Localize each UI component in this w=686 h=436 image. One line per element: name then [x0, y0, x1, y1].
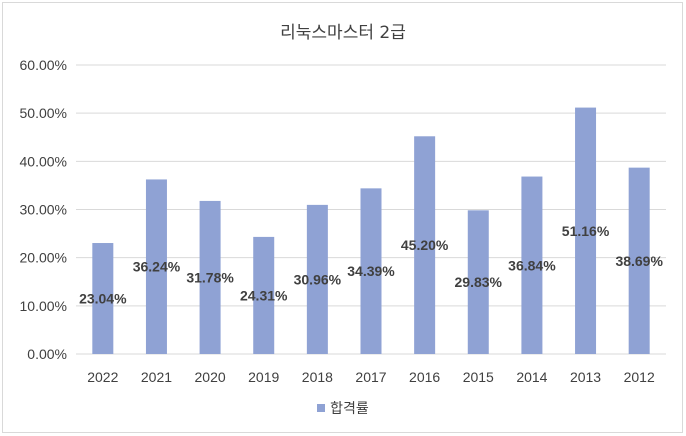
bar — [360, 188, 382, 354]
bar — [199, 200, 221, 354]
y-tick-label: 30.00% — [20, 202, 67, 218]
bar — [306, 204, 328, 354]
x-tick-label: 2014 — [516, 369, 547, 385]
x-tick-label: 2013 — [570, 369, 601, 385]
data-label: 30.96% — [294, 271, 342, 287]
x-tick-label: 2017 — [355, 369, 386, 385]
data-label: 24.31% — [240, 287, 288, 303]
bar — [414, 136, 436, 354]
data-label: 45.20% — [401, 237, 449, 253]
bar — [521, 176, 543, 354]
bar — [145, 179, 167, 354]
data-label: 29.83% — [455, 274, 503, 290]
y-tick-label: 40.00% — [20, 153, 67, 169]
data-label: 38.69% — [615, 253, 663, 269]
data-label: 51.16% — [562, 223, 610, 239]
x-tick-label: 2020 — [195, 369, 226, 385]
bar — [253, 236, 275, 354]
legend-swatch — [317, 404, 326, 412]
legend: 합격률 — [0, 398, 686, 418]
y-tick-label: 10.00% — [20, 298, 67, 314]
bar — [92, 243, 114, 354]
bar — [467, 210, 489, 354]
legend-label: 합격률 — [330, 401, 369, 417]
x-tick-label: 2015 — [463, 369, 494, 385]
y-tick-label: 60.00% — [20, 57, 67, 73]
data-label: 34.39% — [347, 263, 395, 279]
bar — [628, 167, 650, 354]
data-label: 36.24% — [133, 259, 181, 275]
x-tick-label: 2012 — [624, 369, 655, 385]
x-tick-label: 2018 — [302, 369, 333, 385]
chart-title: 리눅스마스터 2급 — [280, 23, 406, 43]
y-tick-label: 50.00% — [20, 105, 67, 121]
y-tick-label: 20.00% — [20, 250, 67, 266]
x-tick-label: 2022 — [87, 369, 118, 385]
y-tick-label: 0.00% — [27, 346, 67, 362]
x-tick-label: 2016 — [409, 369, 440, 385]
x-tick-label: 2021 — [141, 369, 172, 385]
data-label: 23.04% — [79, 291, 127, 307]
data-label: 31.78% — [186, 269, 234, 285]
data-label: 36.84% — [508, 257, 556, 273]
bar — [575, 107, 597, 354]
x-tick-label: 2019 — [248, 369, 279, 385]
